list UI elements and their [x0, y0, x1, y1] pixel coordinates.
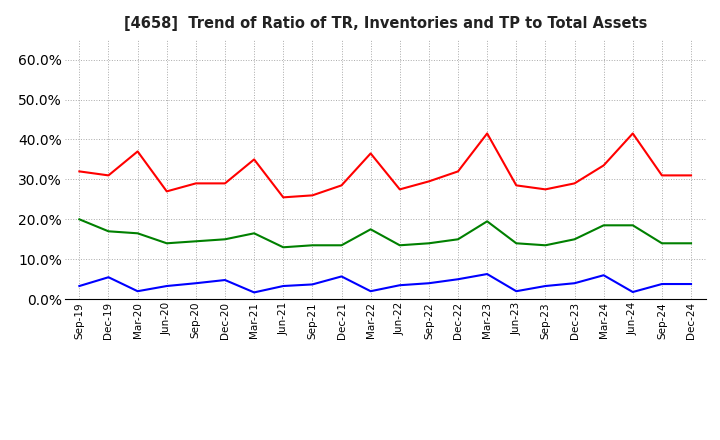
Inventories [279, 283, 287, 289]
Line: Inventories: Inventories [79, 274, 691, 293]
Trade Receivables [395, 187, 404, 192]
Inventories [104, 275, 113, 280]
Trade Receivables [454, 169, 462, 174]
Trade Receivables [133, 149, 142, 154]
Trade Payables [337, 242, 346, 248]
Inventories [570, 281, 579, 286]
Trade Payables [192, 238, 200, 244]
Inventories [425, 281, 433, 286]
Inventories [308, 282, 317, 287]
Trade Payables [657, 241, 666, 246]
Trade Receivables [192, 181, 200, 186]
Trade Receivables [483, 131, 492, 136]
Trade Payables [629, 223, 637, 228]
Trade Receivables [687, 173, 696, 178]
Inventories [687, 282, 696, 287]
Inventories [541, 283, 550, 289]
Trade Receivables [220, 181, 229, 186]
Inventories [192, 281, 200, 286]
Trade Receivables [308, 193, 317, 198]
Trade Receivables [512, 183, 521, 188]
Trade Payables [279, 245, 287, 250]
Trade Receivables [599, 163, 608, 168]
Inventories [250, 290, 258, 295]
Line: Trade Receivables: Trade Receivables [79, 133, 691, 198]
Trade Payables [687, 241, 696, 246]
Trade Payables [483, 219, 492, 224]
Trade Payables [308, 242, 317, 248]
Trade Payables [250, 231, 258, 236]
Line: Trade Payables: Trade Payables [79, 219, 691, 247]
Trade Payables [75, 216, 84, 222]
Trade Payables [366, 227, 375, 232]
Inventories [512, 289, 521, 294]
Trade Payables [599, 223, 608, 228]
Inventories [629, 290, 637, 295]
Title: [4658]  Trend of Ratio of TR, Inventories and TP to Total Assets: [4658] Trend of Ratio of TR, Inventories… [124, 16, 647, 32]
Trade Payables [104, 229, 113, 234]
Inventories [133, 289, 142, 294]
Inventories [599, 273, 608, 278]
Trade Receivables [104, 173, 113, 178]
Inventories [337, 274, 346, 279]
Trade Payables [220, 237, 229, 242]
Inventories [220, 277, 229, 282]
Inventories [395, 282, 404, 288]
Trade Payables [395, 242, 404, 248]
Trade Receivables [279, 195, 287, 200]
Inventories [75, 283, 84, 289]
Trade Payables [163, 241, 171, 246]
Trade Receivables [541, 187, 550, 192]
Trade Receivables [163, 189, 171, 194]
Trade Payables [425, 241, 433, 246]
Trade Receivables [570, 181, 579, 186]
Trade Payables [133, 231, 142, 236]
Inventories [657, 282, 666, 287]
Trade Receivables [75, 169, 84, 174]
Trade Receivables [657, 173, 666, 178]
Trade Payables [570, 237, 579, 242]
Trade Receivables [250, 157, 258, 162]
Trade Receivables [337, 183, 346, 188]
Trade Receivables [629, 131, 637, 136]
Trade Receivables [425, 179, 433, 184]
Inventories [454, 277, 462, 282]
Trade Receivables [366, 151, 375, 156]
Trade Payables [541, 242, 550, 248]
Inventories [163, 283, 171, 289]
Trade Payables [454, 237, 462, 242]
Trade Payables [512, 241, 521, 246]
Inventories [366, 289, 375, 294]
Inventories [483, 271, 492, 277]
